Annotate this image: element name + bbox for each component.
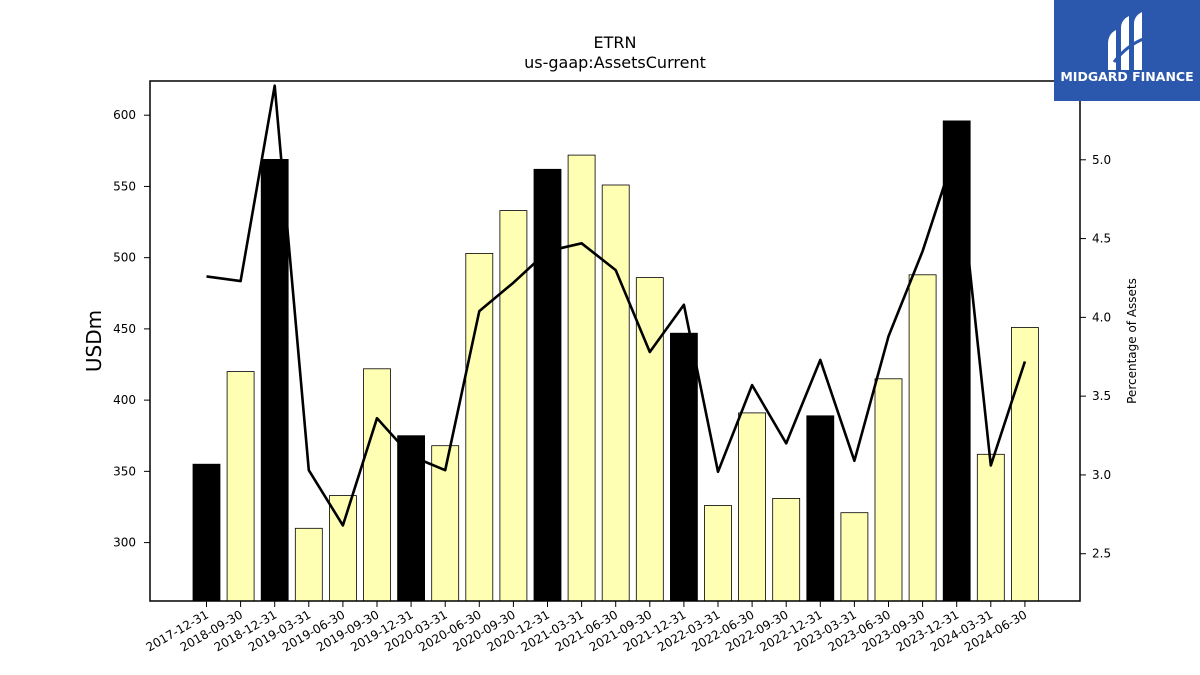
y-left-tick-label: 400 — [113, 393, 136, 407]
y-right-tick-label: 4.5 — [1092, 232, 1111, 246]
y-axis-left: 300 350 400 450 500 550 600 — [113, 108, 150, 550]
bar-2020-12-31 — [533, 168, 562, 602]
bar-2021-12-31 — [670, 332, 698, 602]
y-axis-right: 2.5 3.0 3.5 4.0 4.5 5.0 — [1080, 153, 1111, 561]
chart-title: ETRN — [594, 33, 637, 52]
bar-2021-03-31 — [567, 154, 596, 602]
bar-2022-09-30 — [772, 497, 801, 602]
y-right-tick-label: 5.0 — [1092, 153, 1111, 167]
y-axis-right-label: Percentage of Assets — [1125, 278, 1139, 404]
bar-2023-03-31 — [840, 512, 869, 602]
bar-2023-09-30 — [908, 274, 937, 602]
bar-2023-12-31 — [942, 120, 971, 602]
percentage-line — [206, 84, 1027, 527]
bar-2020-03-31 — [431, 445, 460, 602]
y-axis-left-label: USDm — [82, 310, 106, 372]
chart-subtitle: us-gaap:AssetsCurrent — [524, 53, 706, 72]
y-right-tick-label: 4.0 — [1092, 310, 1111, 324]
y-left-tick-label: 350 — [113, 464, 136, 478]
y-right-tick-label: 3.5 — [1092, 389, 1111, 403]
bar-2019-09-30 — [363, 368, 391, 602]
y-right-tick-label: 2.5 — [1092, 547, 1111, 561]
bar-2022-03-31 — [704, 505, 732, 602]
bar-2019-03-31 — [294, 527, 323, 602]
plot-frame — [149, 80, 1081, 602]
bar-2019-12-31 — [397, 435, 426, 602]
bar-2023-06-30 — [874, 378, 903, 602]
bar-2024-03-31 — [976, 453, 1005, 602]
bar-2018-12-31 — [260, 158, 289, 602]
bar-2022-12-31 — [806, 415, 835, 602]
bar-2018-09-30 — [226, 371, 255, 602]
y-left-tick-label: 500 — [113, 251, 136, 265]
x-axis: 2017-12-312018-09-302018-12-312019-03-31… — [144, 601, 1029, 654]
bar-2024-06-30 — [1011, 327, 1039, 602]
y-left-tick-label: 550 — [113, 179, 136, 193]
logo-text: MIDGARD FINANCE — [1060, 69, 1193, 84]
midgard-logo-icon — [1108, 12, 1147, 70]
brand-logo: MIDGARD FINANCE — [1054, 0, 1200, 101]
bar-2022-06-30 — [738, 412, 766, 602]
bar-2020-06-30 — [465, 252, 494, 602]
y-right-tick-label: 3.0 — [1092, 468, 1111, 482]
y-left-tick-label: 600 — [113, 108, 136, 122]
bar-2017-12-31 — [192, 463, 221, 602]
y-left-tick-label: 450 — [113, 322, 136, 336]
bar-2021-06-30 — [601, 184, 630, 602]
bars — [192, 120, 1039, 602]
y-left-tick-label: 300 — [113, 536, 136, 550]
bar-2020-09-30 — [499, 210, 528, 602]
